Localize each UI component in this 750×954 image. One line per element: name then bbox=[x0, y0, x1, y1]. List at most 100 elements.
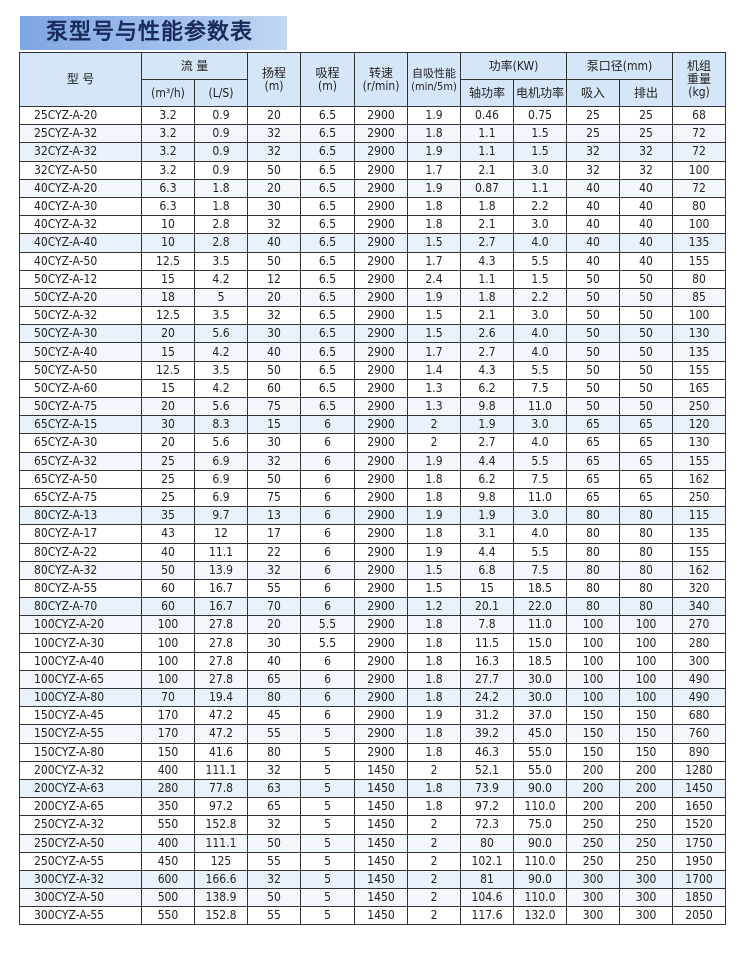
table-cell: 150 bbox=[619, 706, 674, 726]
table-cell: 80 bbox=[247, 742, 301, 762]
table-cell: 25 bbox=[141, 451, 195, 471]
table-cell: 6.2 bbox=[460, 469, 514, 489]
table-cell: 2900 bbox=[354, 524, 408, 544]
table-cell: 6 bbox=[300, 687, 355, 708]
table-cell: 30 bbox=[247, 633, 301, 653]
table-cell: 155 bbox=[672, 360, 727, 380]
header-speed-unit: (r/min) bbox=[362, 78, 400, 93]
table-cell: 55.0 bbox=[512, 742, 568, 762]
table-cell: 400 bbox=[141, 833, 195, 853]
table-cell: 6.5 bbox=[300, 378, 355, 399]
table-cell: 77.8 bbox=[194, 778, 248, 799]
table-cell: 10 bbox=[141, 215, 195, 235]
table-cell: 73.9 bbox=[460, 778, 514, 799]
model-cell: 80CYZ-A-32 bbox=[19, 560, 142, 580]
table-cell: 550 bbox=[141, 815, 195, 835]
table-cell: 80 bbox=[619, 578, 674, 599]
model-cell: 250CYZ-A-32 bbox=[19, 815, 142, 835]
model-cell: 40CYZ-A-30 bbox=[19, 196, 142, 217]
table-cell: 80 bbox=[672, 196, 727, 217]
table-cell: 40 bbox=[566, 251, 621, 271]
table-cell: 2900 bbox=[354, 196, 408, 217]
model-cell: 65CYZ-A-32 bbox=[19, 451, 142, 471]
table-cell: 300 bbox=[566, 888, 621, 908]
table-cell: 6.5 bbox=[300, 160, 355, 180]
table-cell: 6 bbox=[300, 578, 355, 599]
table-cell: 6.5 bbox=[300, 396, 355, 417]
table-cell: 55 bbox=[247, 724, 301, 744]
table-cell: 1.7 bbox=[407, 251, 461, 271]
table-cell: 117.6 bbox=[460, 906, 514, 926]
table-cell: 97.2 bbox=[460, 797, 514, 817]
model-cell: 250CYZ-A-55 bbox=[19, 851, 142, 871]
table-row: 250CYZ-A-55 450 125 55 5 1450 2 102.1 110.0 250 25… bbox=[19, 851, 727, 871]
table-cell: 3.5 bbox=[194, 360, 248, 380]
table-cell: 50 bbox=[619, 360, 674, 380]
table-cell: 111.1 bbox=[194, 760, 248, 780]
table-cell: 80 bbox=[619, 524, 674, 544]
table-cell: 1750 bbox=[672, 833, 727, 853]
table-cell: 3.2 bbox=[141, 142, 195, 162]
table-cell: 20 bbox=[247, 615, 301, 635]
model-cell: 100CYZ-A-80 bbox=[19, 687, 142, 708]
table-cell: 6.5 bbox=[300, 324, 355, 344]
table-cell: 40 bbox=[619, 215, 674, 235]
table-row: 150CYZ-A-55 170 47.2 55 5 2900 1.8 39.2 45.0 150 1… bbox=[19, 724, 727, 744]
table-cell: 2 bbox=[407, 815, 461, 835]
table-cell: 50 bbox=[247, 469, 301, 489]
table-cell: 1.8 bbox=[407, 196, 461, 217]
model-cell: 50CYZ-A-20 bbox=[19, 287, 142, 308]
table-cell: 1.5 bbox=[407, 233, 461, 253]
table-cell: 1.4 bbox=[407, 360, 461, 380]
table-cell: 13.9 bbox=[194, 560, 248, 580]
table-cell: 5 bbox=[300, 869, 355, 890]
table-cell: 15 bbox=[141, 342, 195, 362]
table-cell: 4.4 bbox=[460, 542, 514, 562]
table-cell: 5 bbox=[300, 815, 355, 835]
table-cell: 1.1 bbox=[460, 124, 514, 144]
table-cell: 31.2 bbox=[460, 706, 514, 726]
table-cell: 65 bbox=[247, 669, 301, 690]
table-cell: 2 bbox=[407, 869, 461, 890]
table-cell: 1.8 bbox=[407, 615, 461, 635]
model-cell: 300CYZ-A-32 bbox=[19, 869, 142, 890]
table-row: 65CYZ-A-30 20 5.6 30 6 2900 2 2.7 4.0 65 65 130 bbox=[19, 433, 727, 453]
table-row: 100CYZ-A-30 100 27.8 30 5.5 2900 1.8 11.5 15.0 10… bbox=[19, 633, 727, 653]
header-power: 功率(KW) bbox=[459, 52, 568, 80]
table-cell: 24.2 bbox=[460, 687, 514, 708]
header-weight-unit: (kg) bbox=[688, 85, 710, 99]
table-cell: 250 bbox=[619, 815, 674, 835]
model-cell: 50CYZ-A-75 bbox=[19, 396, 142, 417]
table-cell: 1450 bbox=[354, 888, 408, 908]
table-cell: 35 bbox=[141, 506, 195, 526]
model-cell: 100CYZ-A-40 bbox=[19, 651, 142, 671]
table-cell: 11.0 bbox=[512, 487, 568, 508]
table-cell: 50 bbox=[619, 342, 674, 362]
table-cell: 2.8 bbox=[194, 233, 248, 253]
table-cell: 1.8 bbox=[407, 651, 461, 671]
table-cell: 50 bbox=[619, 324, 674, 344]
table-cell: 85 bbox=[672, 287, 727, 308]
table-cell: 50 bbox=[566, 396, 621, 417]
table-cell: 5 bbox=[300, 833, 355, 853]
table-row: 40CYZ-A-30 6.3 1.8 30 6.5 2900 1.8 1.8 2.2 40 40 80 bbox=[19, 196, 727, 217]
table-cell: 100 bbox=[619, 687, 674, 708]
table-cell: 5 bbox=[300, 742, 355, 762]
table-cell: 43 bbox=[141, 524, 195, 544]
model-cell: 25CYZ-A-32 bbox=[19, 124, 142, 144]
table-cell: 1.9 bbox=[407, 451, 461, 471]
table-cell: 1.9 bbox=[407, 506, 461, 526]
table-cell: 27.7 bbox=[460, 669, 514, 690]
table-cell: 40 bbox=[619, 178, 674, 198]
table-cell: 1700 bbox=[672, 869, 727, 890]
table-cell: 2900 bbox=[354, 251, 408, 271]
table-cell: 25 bbox=[141, 469, 195, 489]
table-cell: 152.8 bbox=[194, 815, 248, 835]
table-cell: 2900 bbox=[354, 506, 408, 526]
table-cell: 8.3 bbox=[194, 415, 248, 435]
model-cell: 150CYZ-A-80 bbox=[19, 742, 142, 762]
table-cell: 11.5 bbox=[460, 633, 514, 653]
table-cell: 6.5 bbox=[300, 233, 355, 253]
table-cell: 3.2 bbox=[141, 105, 195, 126]
table-cell: 1280 bbox=[672, 760, 727, 780]
